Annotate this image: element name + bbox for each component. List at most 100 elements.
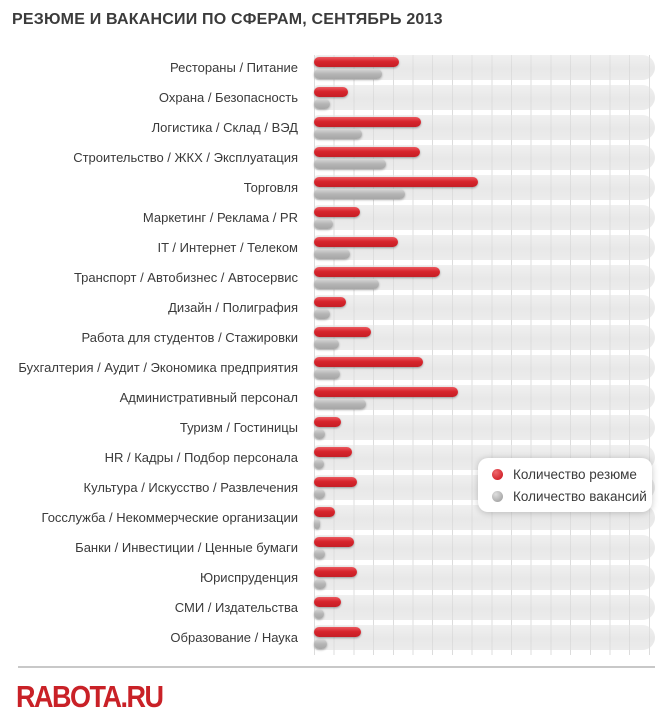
chart-row: Административный персонал <box>0 385 656 415</box>
legend-item-vacancies: Количество вакансий <box>492 489 647 504</box>
resume-bar <box>314 237 398 247</box>
chart-row: Образование / Наука <box>0 625 656 655</box>
vacancy-bar <box>314 459 324 469</box>
vacancy-bar <box>314 489 325 499</box>
vacancy-bar <box>314 99 330 109</box>
category-label: Образование / Наука <box>170 630 298 645</box>
chart-row: Охрана / Безопасность <box>0 85 656 115</box>
resume-bar <box>314 447 352 457</box>
legend-label-resumes: Количество резюме <box>513 467 637 482</box>
vacancy-bar <box>314 309 330 319</box>
resume-bar <box>314 87 349 97</box>
vacancy-bar <box>314 129 363 139</box>
vacancy-bar <box>314 279 380 289</box>
vacancy-bar <box>314 399 366 409</box>
bar-track <box>314 85 655 110</box>
legend-item-resumes: Количество резюме <box>492 467 637 482</box>
bar-track <box>314 145 655 170</box>
category-label: Административный персонал <box>119 390 298 405</box>
category-label: Логистика / Склад / ВЭД <box>151 120 298 135</box>
category-label: Торговля <box>243 180 298 195</box>
chart-row: Дизайн / Полиграфия <box>0 295 656 325</box>
chart-row: Логистика / Склад / ВЭД <box>0 115 656 145</box>
resume-bar <box>314 597 341 607</box>
resume-bar <box>314 567 357 577</box>
bar-track <box>314 235 655 260</box>
resume-bar <box>314 57 399 67</box>
category-label: Работа для студентов / Стажировки <box>81 330 298 345</box>
vacancy-dot-icon <box>492 491 503 502</box>
resume-bar <box>314 297 347 307</box>
category-label: Маркетинг / Реклама / PR <box>142 210 298 225</box>
bar-track <box>314 415 655 440</box>
vacancy-bar <box>314 609 324 619</box>
rabota-ru-logo: RABOTA.RU <box>16 680 164 714</box>
resume-bar <box>314 387 458 397</box>
resume-bar <box>314 177 478 187</box>
vacancy-bar <box>314 639 327 649</box>
resume-bar <box>314 267 441 277</box>
bar-track <box>314 175 655 200</box>
vacancy-bar <box>314 519 321 529</box>
category-label: Дизайн / Полиграфия <box>168 300 298 315</box>
chart-row: СМИ / Издательства <box>0 595 656 625</box>
category-label: Охрана / Безопасность <box>158 90 298 105</box>
resume-bar <box>314 327 371 337</box>
vacancy-bar <box>314 579 326 589</box>
resume-bar <box>314 507 336 517</box>
vacancy-bar <box>314 429 325 439</box>
resume-dot-icon <box>492 469 503 480</box>
legend-label-vacancies: Количество вакансий <box>513 489 647 504</box>
chart-row: Юриспруденция <box>0 565 656 595</box>
category-label: Культура / Искусство / Развлечения <box>83 480 298 495</box>
chart-title: РЕЗЮМЕ И ВАКАНСИИ ПО СФЕРАМ, СЕНТЯБРЬ 20… <box>12 11 443 28</box>
category-label: Рестораны / Питание <box>169 60 298 75</box>
category-label: Строительство / ЖКХ / Эксплуатация <box>73 150 298 165</box>
chart-rows: Рестораны / Питание Охрана / Безопасность… <box>0 55 656 655</box>
bar-track <box>314 385 655 410</box>
vacancy-bar <box>314 339 339 349</box>
vacancy-bar <box>314 249 351 259</box>
chart-row: Работа для студентов / Стажировки <box>0 325 656 355</box>
bar-track <box>314 565 655 590</box>
resume-bar <box>314 357 424 367</box>
chart-row: Маркетинг / Реклама / PR <box>0 205 656 235</box>
bar-track <box>314 55 655 80</box>
bar-track <box>314 325 655 350</box>
resume-bar <box>314 477 357 487</box>
vacancy-bar <box>314 189 405 199</box>
category-label: HR / Кадры / Подбор персонала <box>104 450 298 465</box>
chart-row: Транспорт / Автобизнес / Автосервис <box>0 265 656 295</box>
chart-row: Банки / Инвестиции / Ценные бумаги <box>0 535 656 565</box>
bar-track <box>314 535 655 560</box>
category-label: СМИ / Издательства <box>174 600 298 615</box>
bar-track <box>314 355 655 380</box>
bar-track <box>314 265 655 290</box>
category-label: Туризм / Гостиницы <box>179 420 298 435</box>
bar-track <box>314 205 655 230</box>
bar-track <box>314 595 655 620</box>
chart-row: Бухгалтерия / Аудит / Экономика предприя… <box>0 355 656 385</box>
chart-area: Рестораны / Питание Охрана / Безопасность… <box>0 55 656 655</box>
category-label: Банки / Инвестиции / Ценные бумаги <box>75 540 298 555</box>
vacancy-bar <box>314 159 386 169</box>
vacancy-bar <box>314 69 382 79</box>
vacancy-bar <box>314 369 340 379</box>
category-label: Юриспруденция <box>199 570 298 585</box>
bar-track <box>314 625 655 650</box>
footer-divider <box>18 666 655 668</box>
category-label: Бухгалтерия / Аудит / Экономика предприя… <box>18 360 298 375</box>
chart-row: Торговля <box>0 175 656 205</box>
chart-row: IT / Интернет / Телеком <box>0 235 656 265</box>
resume-bar <box>314 117 422 127</box>
vacancy-bar <box>314 549 325 559</box>
category-label: Госслужба / Некоммерческие организации <box>41 510 298 525</box>
resume-bar <box>314 207 360 217</box>
vacancy-bar <box>314 219 334 229</box>
resume-bar <box>314 537 354 547</box>
chart-row: Рестораны / Питание <box>0 55 656 85</box>
bar-track <box>314 295 655 320</box>
resume-bar <box>314 627 362 637</box>
chart-row: Строительство / ЖКХ / Эксплуатация <box>0 145 656 175</box>
